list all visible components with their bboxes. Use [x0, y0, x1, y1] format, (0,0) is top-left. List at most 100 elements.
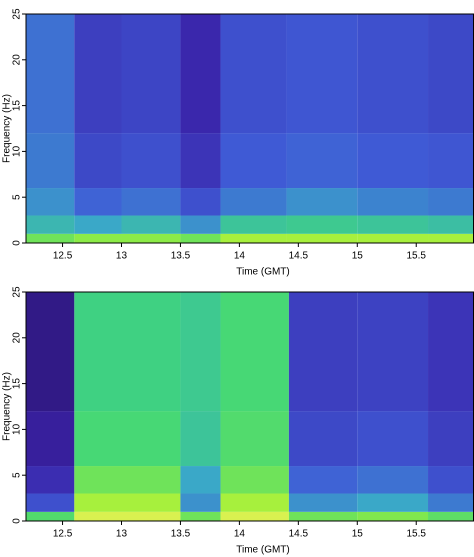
heat-cell — [288, 511, 358, 521]
y-tick-label: 0 — [12, 240, 23, 246]
heat-cell — [286, 233, 358, 243]
x-axis-label: Time (GMT) — [236, 545, 290, 556]
heat-cell — [121, 133, 181, 189]
heat-cell — [220, 215, 287, 234]
y-axis-label: Frequency (Hz) — [2, 372, 13, 441]
heat-cell — [74, 466, 181, 494]
x-tick-label: 15.5 — [406, 251, 426, 262]
y-tick-label: 10 — [12, 423, 23, 435]
heat-cell — [428, 233, 474, 243]
y-tick-label: 20 — [12, 332, 23, 344]
heat-cell — [220, 14, 287, 134]
heat-cell — [286, 133, 358, 189]
heat-cell — [74, 292, 181, 412]
x-tick-label: 13 — [116, 529, 128, 540]
heat-cell — [220, 188, 287, 216]
y-tick-label: 25 — [12, 8, 23, 20]
y-tick-label: 5 — [12, 472, 23, 478]
heat-cell — [180, 511, 221, 521]
heat-cell — [220, 466, 289, 494]
heat-cell — [357, 292, 429, 412]
heat-cell — [428, 133, 474, 189]
y-axis-label: Frequency (Hz) — [2, 94, 13, 163]
heat-cell — [74, 188, 122, 216]
heat-cell — [428, 411, 474, 467]
heat-cell — [220, 511, 289, 521]
heat-cell — [26, 466, 75, 494]
heat-cell — [180, 188, 221, 216]
y-tick-label: 20 — [12, 54, 23, 66]
y-tick-label: 5 — [12, 194, 23, 200]
heat-cell — [357, 133, 429, 189]
heat-cell — [121, 14, 181, 134]
heat-cell — [288, 411, 358, 467]
heat-cell — [180, 466, 221, 494]
heat-cell — [428, 14, 474, 134]
x-tick-label: 15.5 — [406, 529, 426, 540]
heat-cell — [26, 133, 75, 189]
heat-cell — [428, 188, 474, 216]
heat-cell — [357, 466, 429, 494]
heat-cell — [74, 233, 122, 243]
heat-cell — [288, 292, 358, 412]
y-tick-label: 0 — [12, 518, 23, 524]
heat-cell — [26, 188, 75, 216]
heat-cell — [357, 233, 429, 243]
x-tick-label: 13.5 — [171, 251, 191, 262]
heat-cell — [74, 215, 122, 234]
x-tick-label: 14.5 — [289, 251, 309, 262]
heat-cell — [26, 493, 75, 512]
heat-cell — [220, 233, 287, 243]
heat-cell — [220, 411, 289, 467]
heat-cell — [180, 292, 221, 412]
heat-cell — [121, 215, 181, 234]
heat-cell — [357, 411, 429, 467]
heat-cell — [74, 14, 122, 134]
heat-cell — [180, 215, 221, 234]
heat-cell — [74, 493, 181, 512]
heat-cell — [220, 292, 289, 412]
heat-cell — [74, 411, 181, 467]
heat-cell — [74, 511, 181, 521]
heat-cell — [428, 511, 474, 521]
heat-cell — [74, 133, 122, 189]
heat-cell — [288, 493, 358, 512]
heat-cell — [286, 188, 358, 216]
y-tick-label: 25 — [12, 286, 23, 298]
heat-cell — [26, 292, 75, 412]
heat-cell — [428, 466, 474, 494]
heat-cell — [286, 14, 358, 134]
heat-cell — [180, 14, 221, 134]
heat-cell — [220, 493, 289, 512]
heat-cell — [26, 215, 75, 234]
heat-cell — [180, 133, 221, 189]
y-tick-label: 15 — [12, 378, 23, 390]
x-tick-label: 15 — [352, 529, 364, 540]
x-tick-label: 14.5 — [289, 529, 309, 540]
heat-cell — [428, 493, 474, 512]
heat-cell — [357, 493, 429, 512]
heat-cell — [26, 511, 75, 521]
x-tick-label: 13.5 — [171, 529, 191, 540]
heat-cell — [357, 14, 429, 134]
heat-cell — [180, 411, 221, 467]
x-tick-label: 12.5 — [53, 251, 73, 262]
heat-cell — [357, 215, 429, 234]
x-axis-label: Time (GMT) — [236, 267, 290, 278]
y-tick-label: 10 — [12, 145, 23, 157]
heat-cell — [180, 233, 221, 243]
heat-cell — [26, 14, 75, 134]
x-tick-label: 13 — [116, 251, 128, 262]
heat-cell — [428, 292, 474, 412]
heat-cell — [357, 188, 429, 216]
x-tick-label: 14 — [234, 529, 246, 540]
x-tick-label: 12.5 — [53, 529, 73, 540]
heat-cell — [26, 233, 75, 243]
heat-cell — [357, 511, 429, 521]
heat-cell — [286, 215, 358, 234]
heat-cell — [180, 493, 221, 512]
heat-cell — [428, 215, 474, 234]
x-tick-label: 14 — [234, 251, 246, 262]
heat-cell — [121, 233, 181, 243]
